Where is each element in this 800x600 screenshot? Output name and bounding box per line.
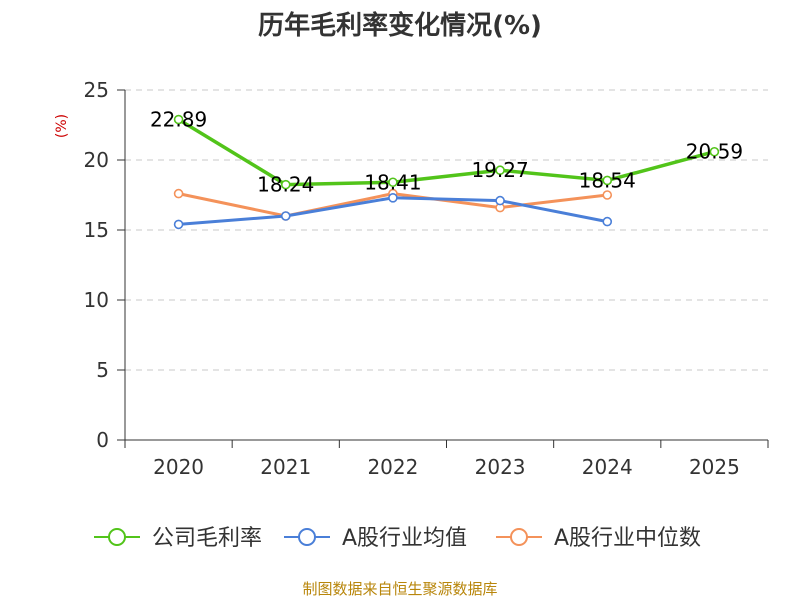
x-tick-label: 2020 (153, 455, 204, 479)
data-point[interactable] (173, 188, 184, 199)
x-tick-label: 2025 (689, 455, 740, 479)
data-label: 18.24 (257, 173, 314, 197)
y-tick-label: 15 (84, 218, 109, 242)
data-point[interactable] (495, 195, 505, 206)
data-point[interactable] (602, 216, 613, 227)
y-tick-label: 20 (84, 148, 109, 172)
data-label: 22.89 (150, 108, 207, 132)
legend-marker (298, 528, 316, 546)
data-point[interactable] (495, 165, 505, 176)
y-tick-label: 25 (84, 78, 109, 102)
x-tick-label: 2022 (367, 455, 418, 479)
data-point[interactable] (173, 219, 184, 230)
data-point[interactable] (280, 179, 291, 190)
legend-item[interactable]: 公司毛利率 (94, 526, 262, 551)
chart-title: 历年毛利率变化情况(%) (258, 10, 542, 41)
series-layer (173, 114, 720, 230)
x-tick-label: 2021 (260, 455, 311, 479)
data-label: 18.41 (364, 170, 421, 194)
legend-label: A股行业均值 (342, 526, 467, 551)
source-note: 制图数据来自恒生聚源数据库 (302, 580, 497, 598)
legend-item[interactable]: A股行业中位数 (496, 526, 701, 551)
data-point[interactable] (602, 175, 613, 186)
data-label: 18.54 (579, 168, 636, 192)
data-label: 20.59 (686, 140, 743, 164)
data-point[interactable] (280, 211, 291, 221)
legend-marker (108, 528, 126, 546)
data-point[interactable] (709, 146, 720, 157)
y-tick-label: 10 (84, 288, 109, 312)
data-point[interactable] (602, 190, 613, 200)
series-line-0 (177, 118, 715, 187)
grid (125, 89, 768, 371)
y-tick-label: 0 (96, 428, 109, 452)
legend-label: 公司毛利率 (152, 526, 262, 551)
data-label: 19.27 (471, 158, 528, 182)
legend-item[interactable]: A股行业均值 (284, 526, 467, 551)
y-axis-label: (%) (54, 114, 70, 138)
x-tick-label: 2023 (475, 455, 526, 479)
x-tick-label: 2024 (582, 455, 633, 479)
data-point[interactable] (388, 193, 398, 203)
legend-marker (510, 528, 528, 546)
data-point[interactable] (388, 177, 398, 188)
legend[interactable]: 公司毛利率 A股行业均值 A股行业中位数 (94, 526, 701, 551)
y-tick-label: 5 (96, 358, 109, 382)
data-point[interactable] (173, 114, 184, 125)
legend-label: A股行业中位数 (554, 526, 701, 551)
data-labels: 22.89 18.24 18.41 19.27 18.54 20.59 (150, 108, 743, 197)
